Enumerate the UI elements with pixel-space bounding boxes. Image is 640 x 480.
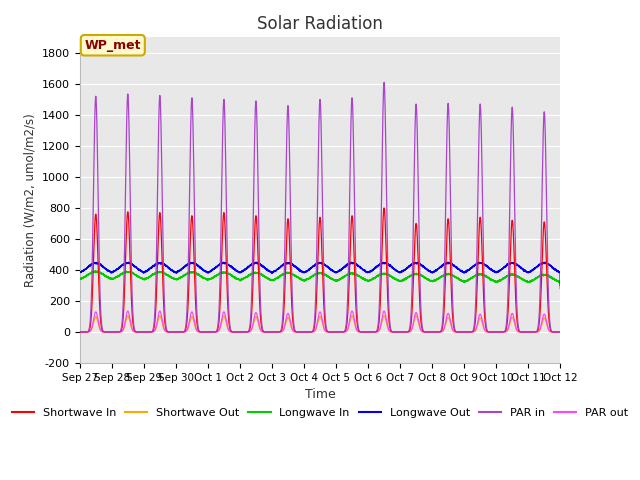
Title: Solar Radiation: Solar Radiation [257,15,383,33]
Legend: Shortwave In, Shortwave Out, Longwave In, Longwave Out, PAR in, PAR out: Shortwave In, Shortwave Out, Longwave In… [7,404,633,422]
X-axis label: Time: Time [305,388,335,401]
Text: WP_met: WP_met [84,39,141,52]
Y-axis label: Radiation (W/m2, umol/m2/s): Radiation (W/m2, umol/m2/s) [23,113,36,287]
